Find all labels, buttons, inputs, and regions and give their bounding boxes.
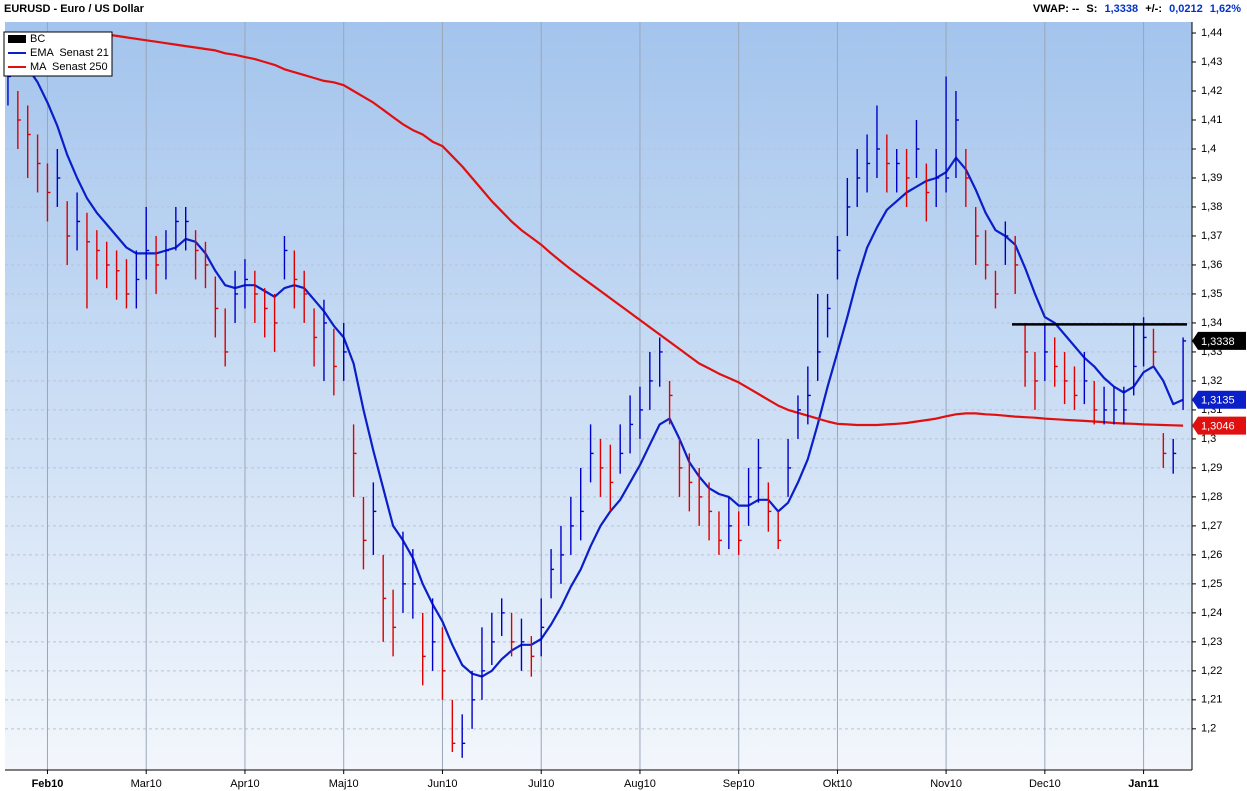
y-tick-label: 1,39 [1201, 172, 1222, 184]
stat-value: 1,62% [1209, 3, 1241, 15]
last-value-box [1192, 416, 1246, 435]
stat-value: 0,0212 [1169, 3, 1203, 15]
y-tick-label: 1,44 [1201, 27, 1222, 39]
x-tick-label: Okt10 [823, 778, 852, 790]
y-tick-label: 1,26 [1201, 549, 1222, 561]
y-tick-label: 1,27 [1201, 520, 1222, 532]
y-tick-label: 1,37 [1201, 230, 1222, 242]
plot-area [5, 22, 1192, 770]
x-tick-label: Apr10 [230, 778, 259, 790]
x-tick-label: Aug10 [624, 778, 656, 790]
stats: VWAP: -- S: 1,3338 +/-: 0,0212 1,62% [1029, 3, 1241, 15]
line-series [106, 33, 1184, 427]
y-tick-label: 1,2 [1201, 723, 1216, 735]
y-tick-label: 1,36 [1201, 259, 1222, 271]
last-value-label: 1,3338 [1201, 336, 1235, 348]
y-tick-label: 1,23 [1201, 636, 1222, 648]
y-tick-label: 1,28 [1201, 491, 1222, 503]
x-tick-label: Jul10 [528, 778, 554, 790]
x-tick-label: Jun10 [427, 778, 457, 790]
last-value-box [1192, 331, 1246, 350]
x-tick-label: Dec10 [1029, 778, 1061, 790]
legend-label: BC [30, 33, 45, 45]
y-tick-label: 1,32 [1201, 375, 1222, 387]
y-tick-label: 1,3 [1201, 433, 1216, 445]
stat: S: [1086, 3, 1098, 15]
y-tick-label: 1,34 [1201, 317, 1222, 329]
stat: VWAP: -- [1032, 3, 1080, 15]
y-tick-label: 1,22 [1201, 665, 1222, 677]
x-tick-label: Mar10 [131, 778, 162, 790]
chart-title: EURUSD - Euro / US Dollar [4, 3, 144, 15]
line-series [26, 67, 1184, 678]
last-value-label: 1,3046 [1201, 420, 1235, 432]
legend-swatch [8, 35, 26, 43]
y-tick-label: 1,29 [1201, 462, 1222, 474]
last-value-box [1192, 390, 1246, 409]
y-tick-label: 1,42 [1201, 85, 1222, 97]
x-tick-label: Maj10 [329, 778, 359, 790]
last-value-label: 1,3135 [1201, 395, 1235, 407]
legend-label: MA Senast 250 [30, 61, 108, 73]
y-tick-label: 1,38 [1201, 201, 1222, 213]
stat: +/-: [1145, 3, 1163, 15]
y-tick-label: 1,43 [1201, 56, 1222, 68]
y-tick-label: 1,35 [1201, 288, 1222, 300]
x-tick-label: Nov10 [930, 778, 962, 790]
y-tick-label: 1,25 [1201, 578, 1222, 590]
y-tick-label: 1,21 [1201, 694, 1222, 706]
y-tick-label: 1,41 [1201, 114, 1222, 126]
legend-label: EMA Senast 21 [30, 47, 109, 59]
x-tick-label: Jan11 [1128, 778, 1159, 790]
y-tick-label: 1,4 [1201, 143, 1216, 155]
x-tick-label: Sep10 [723, 778, 755, 790]
y-tick-label: 1,24 [1201, 607, 1222, 619]
stat-value: 1,3338 [1104, 3, 1139, 15]
x-tick-label: Feb10 [32, 778, 64, 790]
